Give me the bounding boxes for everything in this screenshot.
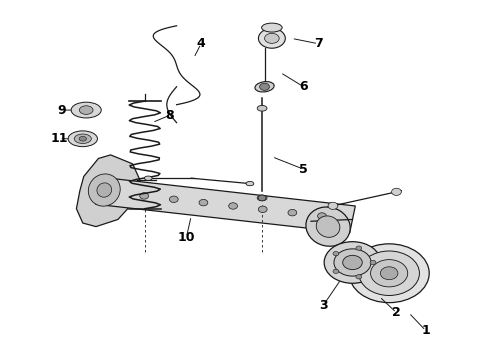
Circle shape	[356, 246, 362, 250]
Ellipse shape	[316, 216, 340, 237]
Circle shape	[333, 252, 339, 256]
Text: 6: 6	[299, 80, 308, 93]
Ellipse shape	[306, 207, 350, 246]
Text: 1: 1	[421, 324, 430, 337]
Ellipse shape	[265, 33, 279, 43]
Circle shape	[349, 244, 429, 303]
Circle shape	[199, 199, 208, 206]
Circle shape	[334, 249, 371, 276]
Circle shape	[380, 267, 398, 280]
Ellipse shape	[71, 102, 101, 118]
Circle shape	[324, 242, 381, 283]
Circle shape	[392, 188, 401, 195]
Circle shape	[140, 193, 148, 199]
Ellipse shape	[88, 174, 120, 206]
Circle shape	[170, 196, 178, 202]
Circle shape	[343, 255, 362, 270]
Circle shape	[359, 251, 419, 296]
Text: 3: 3	[319, 299, 327, 312]
Text: 10: 10	[177, 231, 195, 244]
Circle shape	[258, 206, 267, 212]
Circle shape	[333, 269, 339, 274]
Ellipse shape	[258, 28, 285, 48]
Ellipse shape	[257, 105, 267, 111]
Text: 2: 2	[392, 306, 401, 319]
Text: 9: 9	[57, 104, 66, 117]
Ellipse shape	[79, 136, 86, 141]
Ellipse shape	[68, 131, 98, 147]
Circle shape	[328, 202, 338, 210]
Circle shape	[370, 260, 408, 287]
Circle shape	[370, 260, 376, 265]
Circle shape	[318, 213, 326, 219]
Text: 7: 7	[314, 37, 323, 50]
Text: 5: 5	[299, 163, 308, 176]
Polygon shape	[76, 155, 140, 226]
Text: 11: 11	[50, 132, 68, 145]
Circle shape	[356, 275, 362, 279]
Ellipse shape	[246, 181, 254, 186]
Circle shape	[260, 83, 270, 90]
Ellipse shape	[79, 106, 93, 114]
Ellipse shape	[145, 176, 152, 180]
Ellipse shape	[74, 134, 91, 144]
Polygon shape	[96, 177, 355, 233]
Circle shape	[258, 195, 266, 201]
Text: 8: 8	[165, 109, 173, 122]
Ellipse shape	[262, 23, 282, 32]
Ellipse shape	[255, 82, 274, 92]
Ellipse shape	[97, 183, 112, 197]
Circle shape	[288, 210, 297, 216]
Circle shape	[229, 203, 238, 209]
Text: 4: 4	[196, 37, 205, 50]
Ellipse shape	[257, 195, 267, 201]
